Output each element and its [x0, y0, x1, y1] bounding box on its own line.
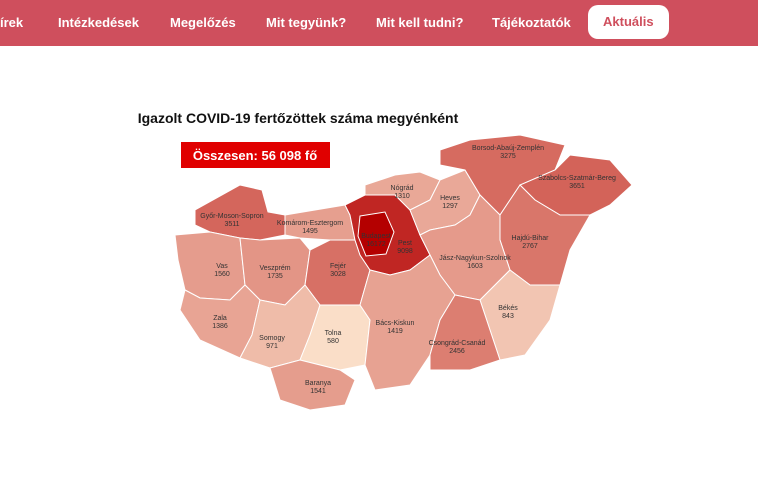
county-name: Heves: [440, 195, 460, 202]
county: [429, 294, 501, 371]
county-value: 1603: [467, 263, 483, 270]
county-name: Fejér: [330, 263, 347, 270]
county-value: 971: [266, 343, 278, 350]
county-value: 3028: [330, 271, 346, 278]
county: [357, 211, 395, 257]
county-value: 1297: [442, 203, 458, 210]
total-label: Összesen: 56 098 fő: [193, 148, 317, 163]
county-value: 1495: [302, 228, 318, 235]
county-name: Komárom-Esztergom: [277, 220, 343, 227]
county-name: Borsod-Abaúj-Zemplén: [472, 145, 544, 152]
nav-link[interactable]: Mit tegyünk?: [266, 15, 347, 30]
county-value: 1386: [212, 323, 228, 330]
county-name: Baranya: [305, 380, 331, 387]
map: Igazolt COVID-19 fertőzöttek száma megyé…: [138, 110, 633, 411]
county-value: 1541: [310, 388, 326, 395]
county-value: 3275: [500, 153, 516, 160]
county-name: Somogy: [259, 335, 285, 342]
county-name: Tolna: [325, 330, 342, 337]
county-name: Bács-Kiskun: [376, 320, 415, 327]
county-value: 1560: [214, 271, 230, 278]
nav-bar: írek Intézkedések Megelőzés Mit tegyünk? Mit…: [0, 0, 758, 46]
county-value: 2456: [449, 348, 465, 355]
county-name: Szabolcs-Szatmár-Bereg: [538, 175, 616, 182]
county-name: Veszprém: [259, 265, 290, 272]
nav-link[interactable]: írek: [0, 15, 24, 30]
nav-link[interactable]: Tájékoztatók: [492, 15, 571, 30]
county-value: 843: [502, 313, 514, 320]
county-name: Jász-Nagykun-Szolnok: [439, 255, 511, 262]
county-name: Csongrád-Csanád: [429, 340, 486, 347]
county-value: 3651: [569, 183, 585, 190]
county-name: Vas: [216, 263, 228, 270]
map-title: Igazolt COVID-19 fertőzöttek száma megyé…: [138, 110, 459, 126]
county-name: Zala: [213, 315, 227, 322]
county-name: Győr-Moson-Sopron: [200, 213, 264, 220]
county-name: Nógrád: [391, 185, 414, 192]
county-name: Hajdú-Bihar: [512, 235, 550, 242]
county-value: 9098: [397, 248, 413, 255]
county-value: 1419: [387, 328, 403, 335]
county-value: 1735: [267, 273, 283, 280]
county-name: Budapest: [361, 233, 391, 240]
county-value: 1310: [394, 193, 410, 200]
county-name: Pest: [398, 240, 412, 247]
nav-link[interactable]: Mit kell tudni?: [376, 15, 464, 30]
county-value: 580: [327, 338, 339, 345]
county-name: Békés: [498, 305, 518, 312]
county-value: 2767: [522, 243, 538, 250]
nav-link[interactable]: Intézkedések: [58, 15, 139, 30]
county: [269, 359, 356, 411]
total-box: [181, 142, 330, 168]
nav-link[interactable]: Aktuális: [588, 5, 669, 39]
county-value: 16172: [366, 241, 386, 248]
nav-link[interactable]: Megelőzés: [170, 15, 236, 30]
county-value: 3511: [224, 221, 239, 228]
